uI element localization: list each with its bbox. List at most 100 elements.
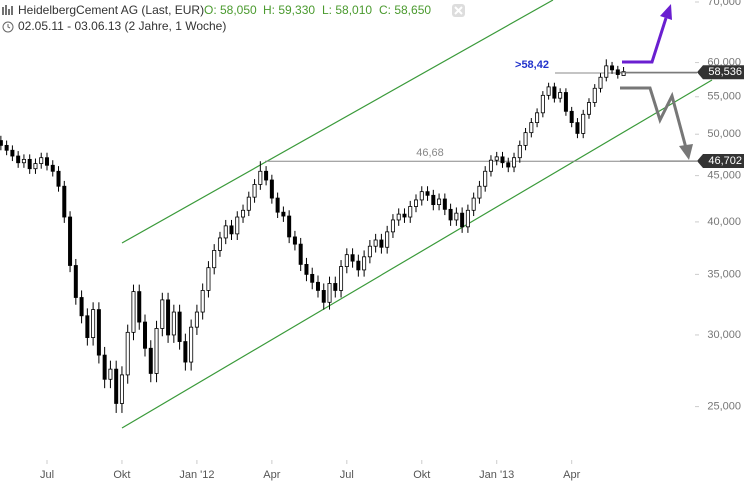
candle-body <box>454 212 459 221</box>
candle-body <box>68 216 73 266</box>
candle-body <box>558 92 563 99</box>
candle-body <box>425 191 430 196</box>
candle-body <box>171 311 176 336</box>
candle-body <box>321 290 326 303</box>
candle-body <box>592 87 597 103</box>
candle-body <box>235 216 240 235</box>
candle-body <box>281 211 286 217</box>
y-tick-label: 30,000 <box>707 329 741 341</box>
candle-body <box>350 254 355 262</box>
candle-body <box>148 347 153 374</box>
candle-body <box>586 102 591 115</box>
candle-body <box>10 149 15 157</box>
candle-body <box>200 290 205 313</box>
candle-body <box>287 215 292 238</box>
candle-body <box>529 122 534 134</box>
candle-body <box>183 341 188 363</box>
candle-body <box>471 197 476 211</box>
y-tick-label: 60,000 <box>707 56 741 68</box>
down-arrow-head <box>679 144 693 160</box>
y-tick-label: 25,000 <box>707 401 741 413</box>
level-label: 46,702 <box>708 155 742 167</box>
level-label: 58,536 <box>708 66 742 78</box>
x-tick-label: Apr <box>263 469 280 481</box>
x-tick-label: Jul <box>40 469 54 481</box>
candle-body <box>327 283 332 303</box>
candle-body <box>506 162 511 168</box>
candle-body <box>166 299 171 336</box>
candle-body <box>16 155 21 164</box>
x-tick-label: Okt <box>413 469 430 481</box>
candle-body <box>431 194 436 206</box>
candle-body <box>315 281 320 291</box>
candle-body <box>102 354 107 380</box>
x-tick-label: Jan '13 <box>479 469 514 481</box>
candle-body <box>488 159 493 172</box>
candle-body <box>119 374 124 404</box>
y-tick-label: 70,000 <box>707 0 741 8</box>
candle-body <box>27 158 32 170</box>
channel-lower <box>121 79 713 429</box>
candle-body <box>598 76 603 89</box>
up-arrow <box>622 17 668 64</box>
annotation-label: >58,42 <box>515 59 549 71</box>
level-box <box>697 65 744 80</box>
channel-upper <box>121 0 554 244</box>
candle-body <box>339 266 344 291</box>
candle-body <box>241 209 246 218</box>
candle-body <box>269 179 274 199</box>
candle-body <box>396 213 401 221</box>
x-tick-label: Apr <box>563 469 580 481</box>
candle-body <box>96 309 101 356</box>
candle-body <box>194 311 199 328</box>
candle-body <box>143 321 148 349</box>
clock-icon <box>2 21 14 33</box>
close-label: C: 58,650 <box>379 3 431 17</box>
candle-body <box>21 158 26 164</box>
candle-body <box>500 156 505 164</box>
close-button[interactable] <box>452 4 465 17</box>
candle-body <box>0 140 3 146</box>
candle-body <box>154 328 159 374</box>
candle-body <box>62 185 67 218</box>
annotation-label: 46,68 <box>416 147 444 159</box>
candle-body <box>275 197 280 213</box>
candle-body <box>333 283 338 291</box>
chart-title: HeidelbergCement AG (Last, EUR) <box>18 3 204 17</box>
x-tick-label: Okt <box>113 469 130 481</box>
candle-body <box>512 157 517 168</box>
candle-body <box>4 144 9 151</box>
trend-channel <box>121 0 713 429</box>
candle-body <box>264 170 269 181</box>
candle-body <box>563 92 568 112</box>
candle-body <box>575 122 580 134</box>
candle-body <box>73 265 78 298</box>
y-tick-label: 35,000 <box>707 268 741 280</box>
candle-body <box>310 273 315 283</box>
candle-body <box>252 184 257 198</box>
clock-hand <box>7 24 11 29</box>
candle-body <box>621 71 626 76</box>
y-tick-label: 50,000 <box>707 128 741 140</box>
candle-body <box>448 208 453 221</box>
candle-body <box>604 65 609 78</box>
candle-body <box>465 209 470 228</box>
candle-body <box>367 245 372 258</box>
candle-body <box>615 69 620 75</box>
candle-body <box>460 212 465 228</box>
candle-body <box>212 250 217 269</box>
candle-body <box>56 170 61 187</box>
candle-body <box>160 299 165 329</box>
candle-body <box>517 144 522 159</box>
down-arrow <box>620 86 688 149</box>
y-tick-label: 55,000 <box>707 91 741 103</box>
candle-body <box>91 309 96 338</box>
candle-body <box>44 157 49 166</box>
candle-body <box>33 163 38 170</box>
candle-body <box>535 112 540 124</box>
candle-body <box>79 297 84 317</box>
candle-body <box>379 239 384 248</box>
candle-body <box>85 315 90 338</box>
y-tick-label: 45,000 <box>707 170 741 182</box>
